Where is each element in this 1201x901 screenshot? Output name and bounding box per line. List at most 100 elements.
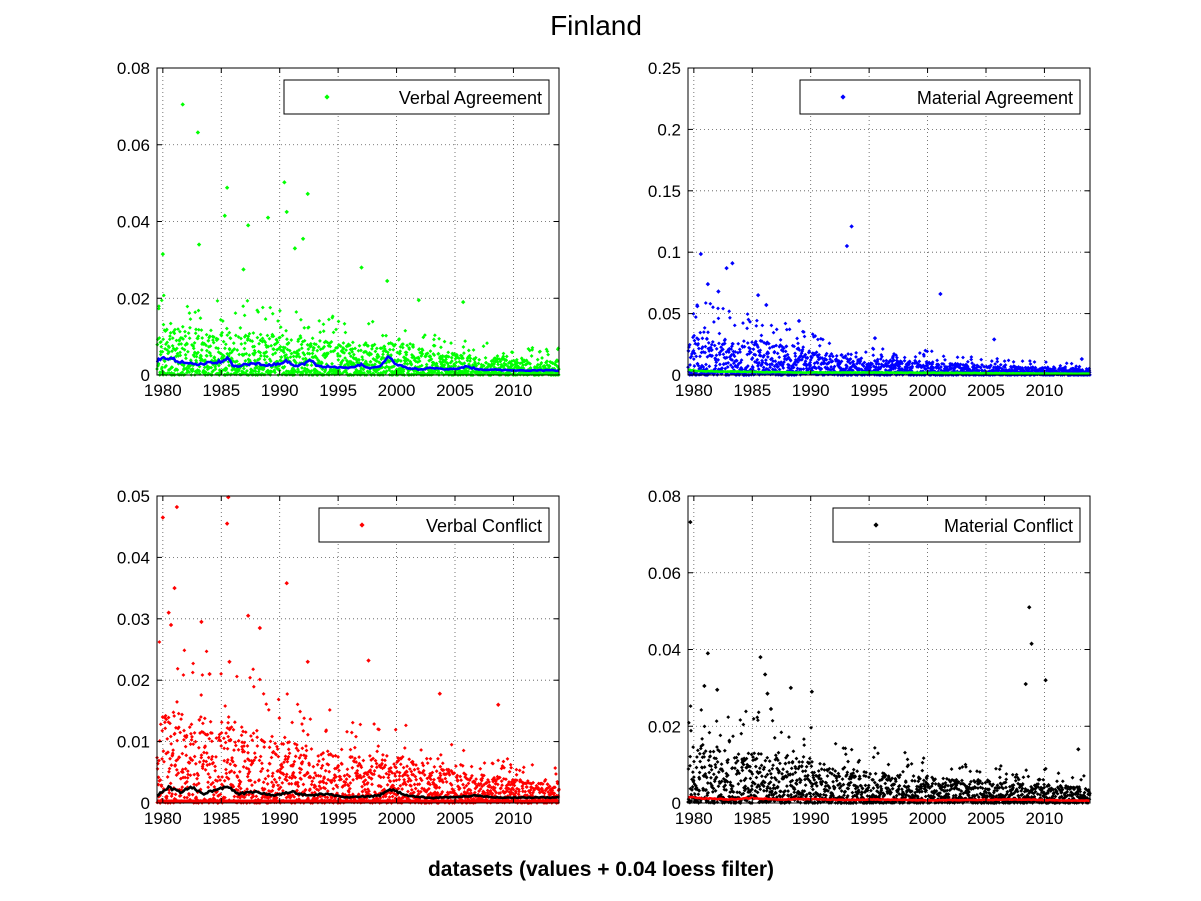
data-point [755, 318, 759, 323]
data-point [439, 345, 443, 350]
data-point [192, 350, 197, 355]
data-point [297, 348, 302, 352]
x-tick-label: 1990 [792, 381, 830, 400]
data-point [501, 351, 506, 356]
data-point [922, 354, 926, 358]
data-point [428, 354, 433, 359]
data-point [328, 344, 333, 349]
data-point [193, 310, 198, 315]
data-point [157, 304, 161, 309]
x-tick-label: 1995 [319, 381, 357, 400]
data-point [873, 367, 878, 372]
data-point [434, 361, 439, 366]
data-point [691, 311, 696, 316]
data-point [338, 344, 343, 348]
data-point [203, 358, 207, 363]
data-point [207, 334, 212, 339]
data-point [194, 351, 199, 356]
data-point [428, 367, 433, 372]
data-point [801, 367, 806, 371]
data-point [484, 360, 489, 365]
data-point [232, 347, 237, 351]
data-point [774, 343, 779, 348]
data-point [291, 354, 296, 359]
data-point [326, 351, 330, 356]
data-point [711, 305, 715, 310]
data-point [389, 353, 393, 357]
data-point [735, 363, 740, 368]
data-point [420, 352, 425, 356]
data-point [164, 363, 168, 368]
data-point [766, 341, 771, 346]
data-point [241, 364, 246, 369]
data-point [479, 364, 484, 369]
data-point [809, 355, 814, 360]
data-point [704, 362, 708, 367]
legend-marker [324, 94, 330, 100]
data-point [184, 356, 188, 361]
data-point [693, 315, 698, 319]
data-point [721, 306, 725, 311]
data-point [801, 330, 806, 334]
data-point [446, 354, 451, 359]
data-point [192, 341, 197, 345]
data-point [712, 320, 716, 324]
data-point [446, 350, 451, 355]
data-point [211, 340, 216, 345]
data-point [162, 370, 166, 375]
data-point [539, 360, 544, 365]
data-point [753, 339, 758, 344]
data-point [692, 338, 697, 343]
data-point [868, 365, 873, 370]
data-point [816, 337, 820, 342]
data-point [468, 359, 472, 363]
data-point [817, 352, 821, 357]
data-point [504, 354, 509, 359]
data-point [178, 350, 182, 355]
data-point [188, 325, 192, 330]
data-point [185, 370, 189, 375]
data-point [432, 370, 437, 375]
data-point [793, 357, 798, 362]
data-point [748, 350, 753, 355]
data-point [803, 359, 808, 364]
data-point [274, 338, 279, 343]
data-point [235, 348, 240, 352]
data-point [338, 354, 342, 358]
data-point [430, 363, 435, 368]
x-tick-label: 2000 [378, 381, 416, 400]
y-tick-label: 0.2 [657, 120, 681, 139]
data-point [220, 330, 225, 335]
data-point [689, 352, 694, 356]
data-point [721, 361, 726, 366]
data-point [732, 354, 737, 359]
data-point [237, 352, 242, 357]
data-point [884, 358, 889, 363]
data-point [393, 342, 398, 347]
data-point [296, 352, 301, 356]
data-point [694, 354, 699, 359]
data-point [716, 358, 721, 362]
data-point [309, 369, 314, 373]
data-point [400, 345, 405, 350]
data-point [198, 358, 203, 363]
data-point [700, 345, 705, 349]
data-point [243, 341, 247, 345]
data-point [497, 357, 502, 362]
data-point [204, 332, 209, 337]
data-point [216, 363, 221, 368]
data-point [481, 364, 486, 368]
data-point [369, 346, 374, 351]
data-point [379, 346, 384, 351]
data-point [787, 327, 792, 332]
data-point [424, 362, 429, 367]
data-point [935, 358, 940, 363]
data-point [467, 353, 472, 358]
outlier-point [282, 180, 287, 185]
data-point [407, 347, 412, 352]
data-point [723, 366, 728, 371]
data-point [710, 353, 715, 358]
data-point [727, 350, 731, 354]
data-point [370, 319, 375, 324]
data-point [701, 330, 706, 335]
